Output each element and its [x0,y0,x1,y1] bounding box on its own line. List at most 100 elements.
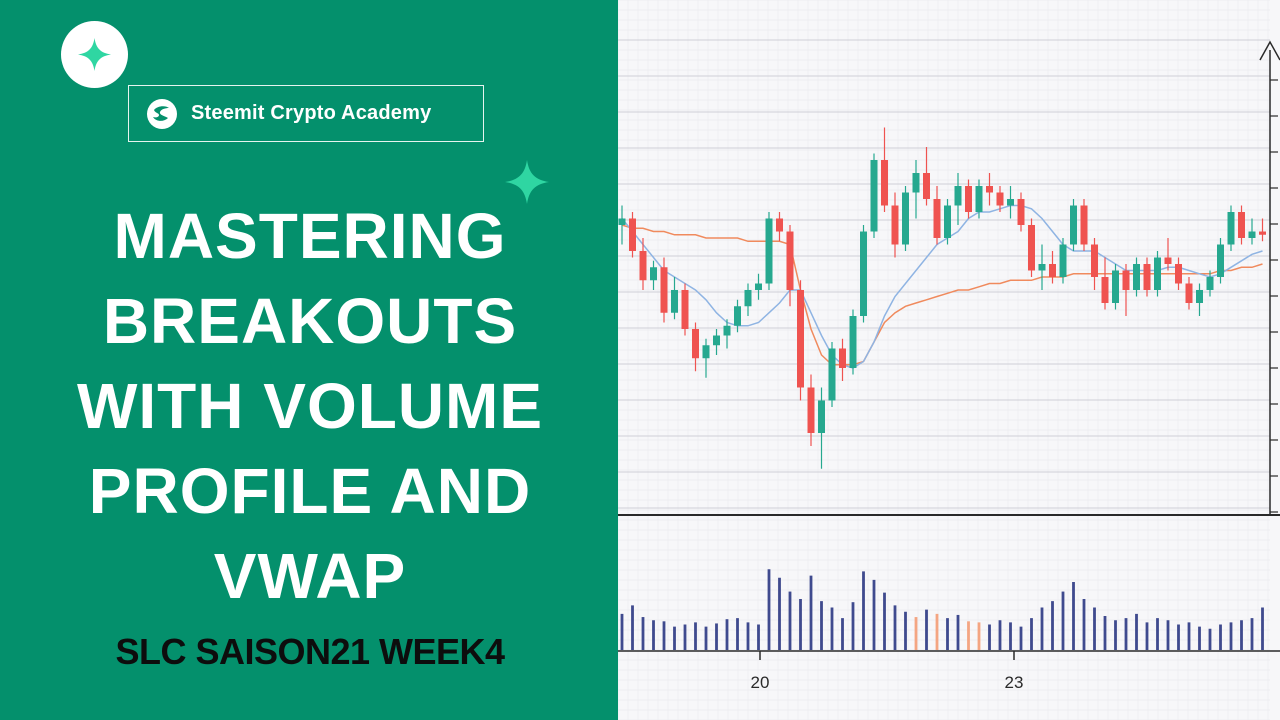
volume-bar [1135,613,1138,650]
candle-body [807,387,815,433]
academy-badge[interactable]: Steemit Crypto Academy [128,85,484,142]
volume-bar [736,618,739,650]
volume-bar [1250,618,1254,650]
volume-bar [673,626,676,650]
volume-bar [841,618,844,650]
volume-bar [1124,618,1128,650]
candle-body [839,348,846,368]
candle-body [629,218,636,251]
candle-body [744,290,752,307]
volume-bar [809,575,813,650]
title-line: WITH VOLUME [76,370,544,442]
candle-body [954,186,962,206]
candle-body [849,316,857,368]
volume-bar [1040,607,1044,650]
volume-bar [914,617,918,650]
volume-bar [820,601,823,650]
volume-bar [1177,624,1180,650]
volume-bar [1093,607,1096,650]
candle-body [618,218,626,225]
volume-bar [883,592,886,650]
candle-body [1185,283,1193,303]
candle-body [1175,264,1182,284]
volume-bar [1103,616,1107,650]
volume-bar [893,605,897,650]
volume-bar [1145,622,1149,650]
title-panel: Steemit Crypto Academy MASTERING BREAKOU… [0,0,618,720]
volume-bar [1166,620,1170,650]
x-tick-label: 20 [751,673,770,692]
candle-body [723,325,731,336]
candle-body [755,283,762,290]
volume-bar [1187,622,1191,650]
logo-badge [61,21,128,88]
candle-body [1070,205,1077,245]
volume-bar [967,621,970,650]
candle-body [818,400,825,433]
candle-body [1154,257,1161,290]
candlestick-series [618,127,1266,469]
candle-body [786,231,794,290]
candle-body [1101,277,1109,303]
candle-body [681,290,689,329]
candle-body [1017,199,1025,225]
candle-body [923,173,930,199]
page-title: MASTERING BREAKOUTS WITH VOLUME PROFILE … [20,194,600,619]
candle-body [1238,212,1245,238]
volume-bar [872,579,876,650]
title-line: BREAKOUTS [102,285,518,357]
candle-body [702,345,710,359]
badge-label: Steemit Crypto Academy [191,102,432,124]
candle-body [891,205,899,245]
volume-bar [704,626,708,650]
candle-body [671,290,678,313]
candle-body [1028,225,1035,271]
volume-bar [757,624,760,650]
volume-bar [1261,607,1264,650]
title-line: VWAP [213,540,407,612]
volume-bar [631,605,634,650]
volume-bar [788,591,792,650]
volume-bar [767,569,771,650]
volume-bar [904,611,907,650]
candle-body [797,290,804,388]
candle-body [1112,270,1119,303]
candle-body [965,186,972,212]
sparkle-icon [505,160,549,204]
volume-bar [1009,622,1012,650]
candle-body [650,267,657,281]
candle-body [828,348,836,401]
x-tick-label: 23 [1005,673,1024,692]
candle-body [996,192,1004,206]
candle-body [1080,205,1088,245]
volume-series [620,569,1264,650]
volume-bar [620,613,624,650]
volume-bar [1208,628,1212,650]
volume-bar [830,607,834,650]
candle-body [902,192,909,245]
subtitle: SLC SAISON21 WEEK4 [115,631,505,672]
volume-bar [1082,599,1086,650]
volume-bar [1061,591,1065,650]
chart-axes: 20 23 [618,40,1280,692]
volume-bar [715,623,718,650]
candle-body [639,251,647,281]
title-line: PROFILE AND [88,455,532,527]
candle-body [912,173,920,193]
candle-body [1196,290,1203,303]
volume-bar [1219,624,1222,650]
candle-body [944,205,951,238]
volume-bar [977,622,981,650]
candle-body [1143,264,1151,290]
volume-bar [641,617,645,650]
volume-bar [998,620,1002,650]
volume-bar [956,614,960,650]
candle-body [1133,264,1140,290]
candle-body [765,218,773,284]
volume-bar [1240,620,1243,650]
candle-body [860,231,867,316]
candle-body [1248,231,1256,238]
volume-bar [1019,626,1023,650]
candle-body [933,199,941,238]
candle-body [1049,264,1056,277]
